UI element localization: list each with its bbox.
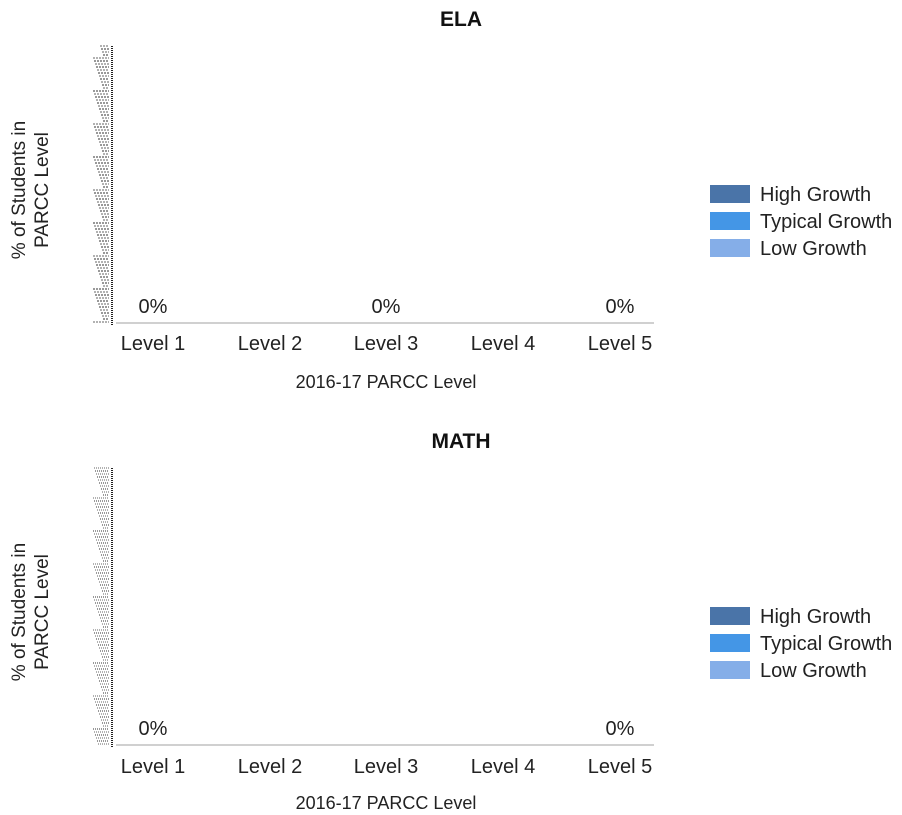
legend-swatch xyxy=(710,239,750,257)
legend-swatch xyxy=(710,661,750,679)
ela-garbled-y-ticks xyxy=(93,45,113,325)
data-label: 0% xyxy=(139,296,168,318)
math-y-axis-label-line-2: PARCC Level xyxy=(32,554,53,670)
legend-label: High Growth xyxy=(760,606,871,628)
ela-y-axis-label-line-2: PARCC Level xyxy=(32,132,53,248)
x-tick-label: Level 3 xyxy=(354,756,419,778)
x-tick-label: Level 1 xyxy=(121,756,186,778)
math-garbled-y-ticks xyxy=(93,467,113,747)
math-marks: Level 1 Level 2 Level 3 Level 4 Level 5 0% 0% xyxy=(121,718,653,778)
ela-legend: High Growth Typical Growth Low Growth xyxy=(710,184,892,260)
math-x-axis-label: 2016-17 PARCC Level xyxy=(296,793,477,813)
math-y-axis-label: % of Students in PARCC Level xyxy=(9,543,53,681)
x-tick-label: Level 2 xyxy=(238,333,303,355)
ela-y-axis-label: % of Students in PARCC Level xyxy=(9,121,53,259)
legend-label: Low Growth xyxy=(760,238,867,260)
x-tick-label: Level 4 xyxy=(471,756,536,778)
x-tick-label: Level 4 xyxy=(471,333,536,355)
data-label: 0% xyxy=(606,296,635,318)
math-panel: MATH Level 1 Level 2 Level 3 Level 4 Level 5… xyxy=(9,430,892,813)
ela-y-axis-label-line-1: % of Students in xyxy=(9,121,30,259)
x-tick-label: Level 5 xyxy=(588,333,653,355)
data-label: 0% xyxy=(606,718,635,740)
ela-panel: ELA Level 1 Level 2 Level 3 Level 4 Level 5 0… xyxy=(9,8,892,392)
legend-swatch xyxy=(710,212,750,230)
ela-marks: Level 1 Level 2 Level 3 Level 4 Level 5 0% 0% 0… xyxy=(121,296,653,355)
ela-chart-title: ELA xyxy=(440,8,482,31)
legend-label: Typical Growth xyxy=(760,633,892,655)
legend-swatch xyxy=(710,185,750,203)
legend-swatch xyxy=(710,634,750,652)
legend-label: Typical Growth xyxy=(760,211,892,233)
math-legend: High Growth Typical Growth Low Growth xyxy=(710,606,892,682)
x-tick-label: Level 2 xyxy=(238,756,303,778)
legend-label: Low Growth xyxy=(760,660,867,682)
data-label: 0% xyxy=(139,718,168,740)
x-tick-label: Level 3 xyxy=(354,333,419,355)
x-tick-label: Level 1 xyxy=(121,333,186,355)
math-chart-title: MATH xyxy=(431,430,490,453)
math-y-axis-label-line-1: % of Students in xyxy=(9,543,30,681)
ela-x-axis-label: 2016-17 PARCC Level xyxy=(296,372,477,392)
data-label: 0% xyxy=(372,296,401,318)
legend-label: High Growth xyxy=(760,184,871,206)
x-tick-label: Level 5 xyxy=(588,756,653,778)
legend-swatch xyxy=(710,607,750,625)
